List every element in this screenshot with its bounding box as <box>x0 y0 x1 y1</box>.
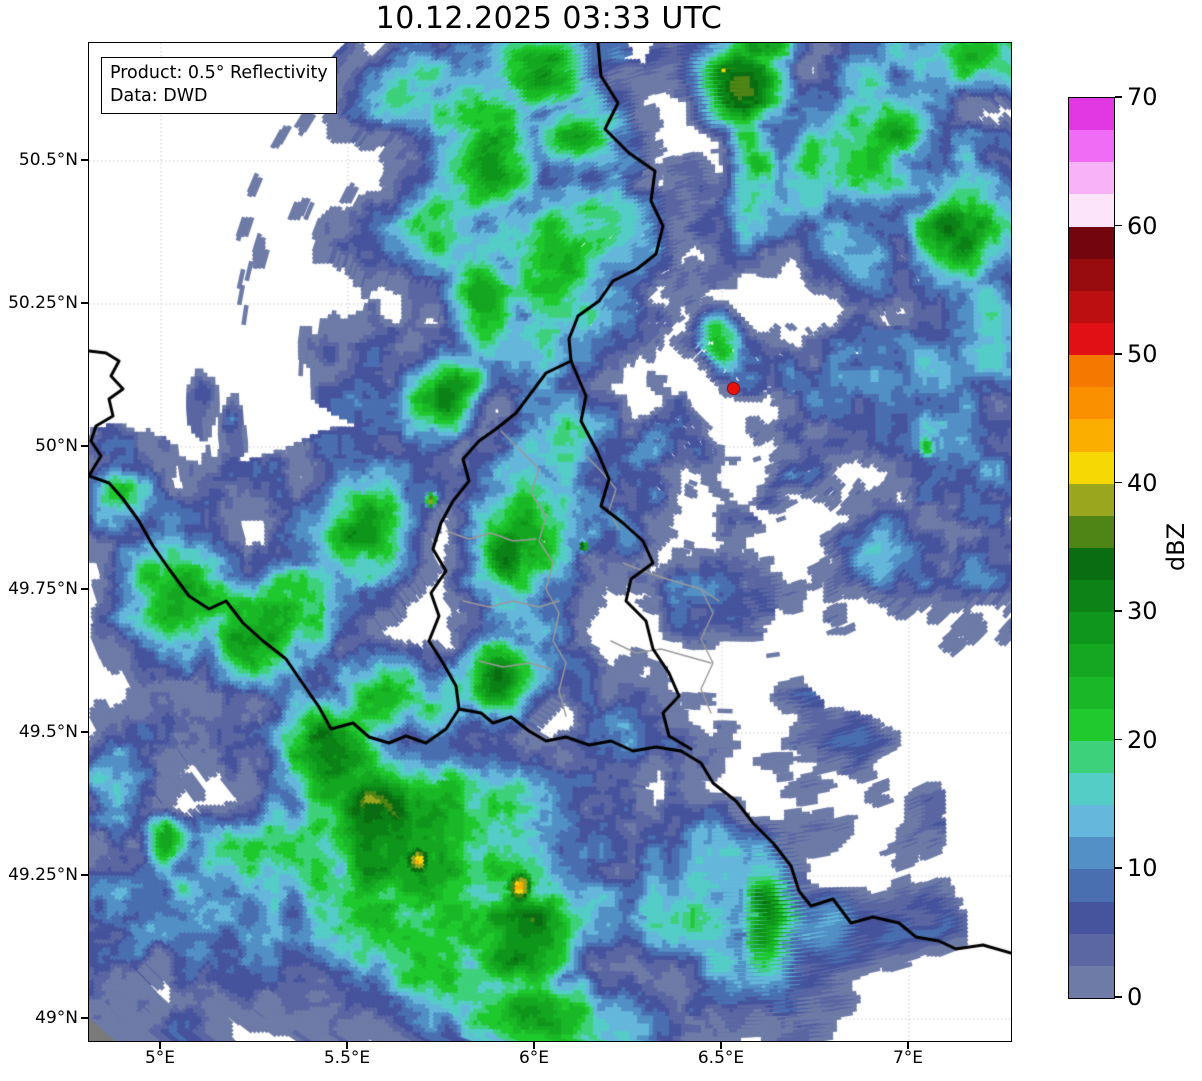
colorbar-segment <box>1069 901 1114 934</box>
colorbar-tick-mark <box>1115 610 1122 612</box>
y-tick-label: 49.25°N <box>8 865 78 885</box>
colorbar-segment <box>1069 355 1114 388</box>
y-tick-label: 49.5°N <box>18 722 78 742</box>
colorbar-unit-label: dBZ <box>1162 522 1190 572</box>
colorbar-tick-mark <box>1115 224 1122 227</box>
colorbar-tick-mark <box>1115 738 1122 741</box>
colorbar-segment <box>1069 933 1114 966</box>
colorbar-tick-mark <box>1115 481 1122 484</box>
colorbar <box>1068 97 1115 999</box>
y-tick-label: 50°N <box>35 436 78 456</box>
x-tick-mark <box>346 1042 348 1049</box>
y-tick-label: 50.25°N <box>8 293 78 313</box>
x-tick-label: 5°E <box>144 1048 176 1068</box>
y-tick-label: 49.75°N <box>8 579 78 599</box>
colorbar-segment <box>1069 98 1114 131</box>
colorbar-segment <box>1069 740 1114 773</box>
product-annotation-box: Product: 0.5° Reflectivity Data: DWD <box>101 57 337 114</box>
radar-site-marker <box>726 381 740 395</box>
x-tick-mark <box>720 1042 722 1049</box>
colorbar-segment <box>1069 965 1114 998</box>
y-tick-label: 49°N <box>35 1008 78 1028</box>
colorbar-segment <box>1069 580 1114 613</box>
y-tick-mark <box>81 874 88 876</box>
colorbar-segment <box>1069 772 1114 806</box>
colorbar-tick-label: 30 <box>1127 597 1158 626</box>
colorbar-segment <box>1069 708 1114 741</box>
data-source-line: Data: DWD <box>110 85 208 106</box>
colorbar-tick-label: 20 <box>1127 725 1158 754</box>
colorbar-segment <box>1069 837 1114 870</box>
colorbar-segment <box>1069 676 1114 709</box>
colorbar-segment <box>1069 805 1114 838</box>
colorbar-tick-label: 60 <box>1127 211 1158 240</box>
x-tick-mark <box>533 1042 535 1049</box>
colorbar-segment <box>1069 387 1114 420</box>
x-tick-mark <box>159 1042 161 1049</box>
colorbar-tick-mark <box>1115 867 1122 870</box>
colorbar-tick-mark <box>1115 996 1122 998</box>
colorbar-segment <box>1069 194 1114 227</box>
colorbar-tick-label: 10 <box>1127 854 1158 883</box>
colorbar-segment <box>1069 483 1114 516</box>
colorbar-segment <box>1069 644 1114 677</box>
x-tick-label: 6.5°E <box>697 1048 745 1068</box>
colorbar-tick-label: 70 <box>1127 83 1158 111</box>
colorbar-segment <box>1069 869 1114 902</box>
map-plot-area: Product: 0.5° Reflectivity Data: DWD <box>88 42 1012 1042</box>
colorbar-tick-label: 50 <box>1127 340 1158 369</box>
radar-echo-canvas <box>89 43 1011 1041</box>
figure-title: 10.12.2025 03:33 UTC <box>375 1 723 36</box>
colorbar-segment <box>1069 547 1114 581</box>
x-tick-label: 5.5°E <box>323 1048 371 1068</box>
colorbar-segment <box>1069 419 1114 452</box>
colorbar-segment <box>1069 258 1114 291</box>
y-tick-mark <box>81 302 88 304</box>
colorbar-tick-mark <box>1115 353 1122 355</box>
colorbar-segment <box>1069 162 1114 195</box>
x-tick-mark <box>907 1042 909 1049</box>
colorbar-tick-mark <box>1115 96 1122 98</box>
colorbar-segment <box>1069 322 1114 356</box>
colorbar-tick-label: 40 <box>1127 468 1158 497</box>
y-tick-mark <box>81 445 88 447</box>
colorbar-segment <box>1069 451 1114 484</box>
colorbar-segment <box>1069 515 1114 548</box>
colorbar-segment <box>1069 290 1114 323</box>
x-tick-label: 6°E <box>518 1048 550 1068</box>
product-line: Product: 0.5° Reflectivity <box>110 63 328 83</box>
colorbar-tick-label: 0 <box>1127 983 1143 1011</box>
colorbar-segment <box>1069 612 1114 645</box>
colorbar-segment <box>1069 226 1114 259</box>
x-tick-label: 7°E <box>892 1048 924 1068</box>
colorbar-segment <box>1069 130 1114 163</box>
y-tick-mark <box>81 588 88 590</box>
y-tick-mark <box>81 1017 88 1019</box>
y-tick-mark <box>81 159 88 161</box>
y-tick-label: 50.5°N <box>18 150 78 170</box>
y-tick-mark <box>81 731 88 733</box>
